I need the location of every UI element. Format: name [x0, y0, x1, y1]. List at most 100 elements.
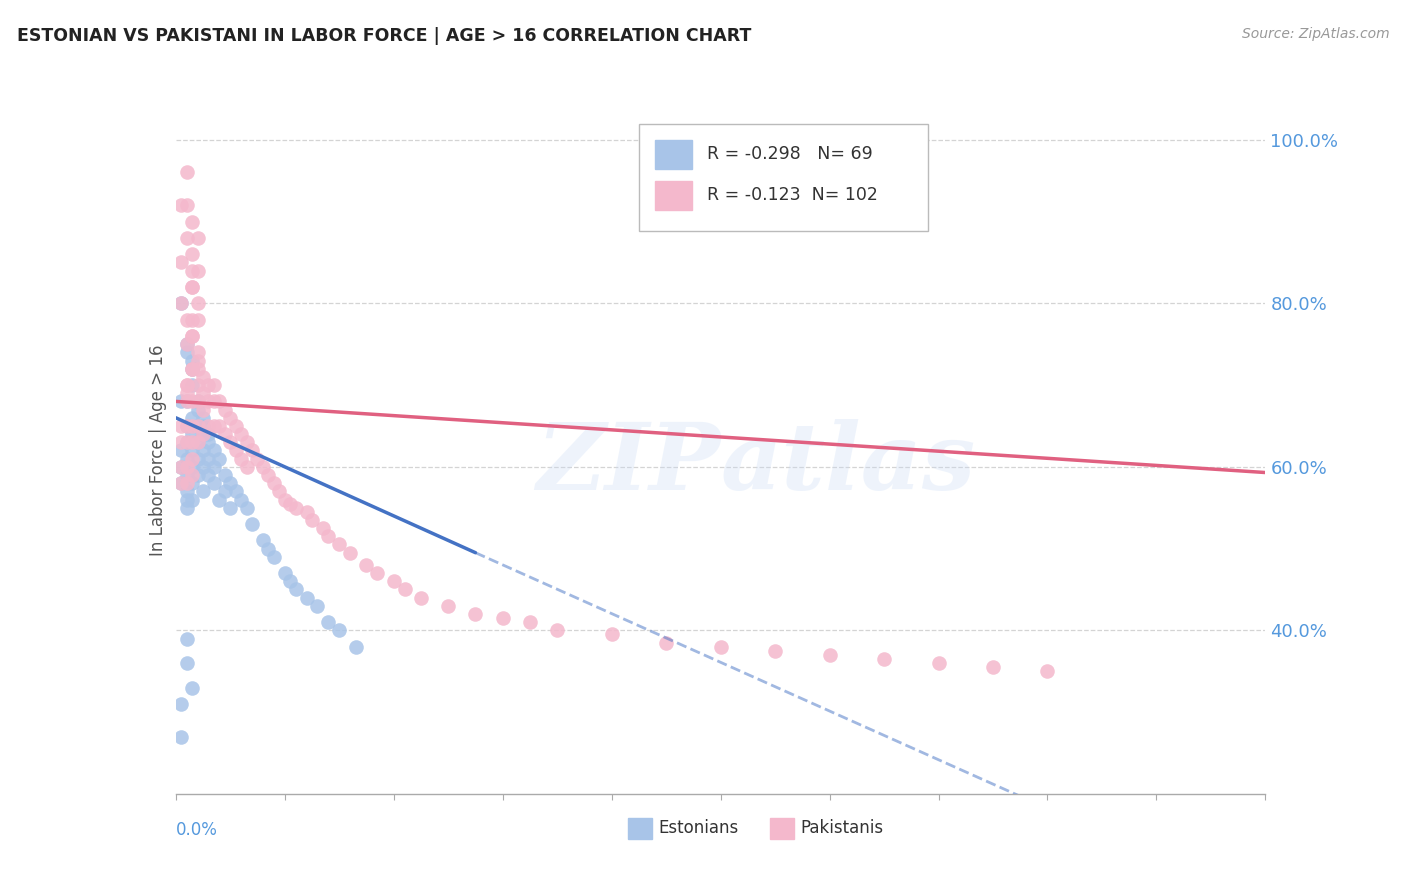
Point [202, 459, 225, 474]
Point [307, 599, 329, 613]
Point [181, 467, 204, 482]
Point [176, 394, 198, 409]
Point [186, 394, 209, 409]
Point [344, 640, 367, 654]
Point [176, 198, 198, 212]
Point [219, 435, 242, 450]
Point [176, 386, 198, 401]
Point [208, 492, 231, 507]
Point [219, 410, 242, 425]
Point [252, 533, 274, 548]
Point [981, 660, 1004, 674]
Point [186, 296, 209, 310]
Point [170, 198, 193, 212]
Point [170, 255, 193, 269]
Point [170, 296, 193, 310]
Text: Source: ZipAtlas.com: Source: ZipAtlas.com [1241, 27, 1389, 41]
Point [186, 378, 209, 392]
Point [186, 451, 209, 466]
Point [295, 505, 318, 519]
Point [197, 435, 219, 450]
Point [181, 443, 204, 458]
Point [181, 329, 204, 343]
Point [186, 467, 209, 482]
Bar [655, 181, 692, 211]
Point [382, 574, 405, 589]
Point [257, 467, 280, 482]
Point [186, 312, 209, 326]
Point [219, 500, 242, 515]
Point [176, 231, 198, 245]
Point [269, 484, 291, 499]
Point [181, 681, 204, 695]
Point [191, 369, 214, 384]
Point [246, 451, 269, 466]
Point [176, 378, 198, 392]
Point [176, 656, 198, 670]
Point [225, 419, 247, 434]
Point [176, 337, 198, 351]
Point [181, 378, 204, 392]
Point [186, 402, 209, 417]
Point [176, 419, 198, 434]
Point [197, 467, 219, 482]
Point [181, 427, 204, 442]
Point [176, 165, 198, 179]
Point [181, 312, 204, 326]
Point [763, 644, 786, 658]
Point [1036, 664, 1059, 679]
Point [181, 361, 204, 376]
Point [186, 419, 209, 434]
Point [710, 640, 733, 654]
Point [225, 484, 247, 499]
Point [170, 459, 193, 474]
Point [197, 451, 219, 466]
Point [197, 378, 219, 392]
Point [176, 337, 198, 351]
Point [240, 443, 263, 458]
Point [181, 361, 204, 376]
Point [873, 652, 896, 666]
Point [176, 312, 198, 326]
Point [318, 615, 340, 630]
Point [202, 378, 225, 392]
Point [240, 516, 263, 531]
Point [600, 627, 623, 641]
Point [464, 607, 486, 621]
Point [176, 394, 198, 409]
Point [312, 521, 335, 535]
Point [235, 500, 257, 515]
Point [186, 231, 209, 245]
Point [181, 419, 204, 434]
Point [284, 582, 307, 597]
Point [181, 435, 204, 450]
Text: Estonians: Estonians [658, 819, 738, 838]
Point [186, 419, 209, 434]
Point [191, 443, 214, 458]
Point [186, 353, 209, 368]
Point [318, 529, 340, 543]
Point [181, 280, 204, 294]
Point [170, 394, 193, 409]
Bar [628, 818, 652, 838]
Point [170, 419, 193, 434]
Point [176, 459, 198, 474]
Point [191, 410, 214, 425]
Point [252, 459, 274, 474]
Point [181, 329, 204, 343]
Point [409, 591, 432, 605]
Point [263, 476, 285, 491]
Bar [769, 818, 793, 838]
Point [202, 476, 225, 491]
Point [231, 492, 253, 507]
Point [191, 386, 214, 401]
Point [278, 497, 301, 511]
FancyBboxPatch shape [638, 124, 928, 231]
Point [295, 591, 318, 605]
Point [176, 476, 198, 491]
Point [301, 513, 323, 527]
Text: R = -0.123  N= 102: R = -0.123 N= 102 [707, 186, 879, 204]
Text: 0.0%: 0.0% [176, 822, 218, 839]
Point [197, 394, 219, 409]
Point [176, 492, 198, 507]
